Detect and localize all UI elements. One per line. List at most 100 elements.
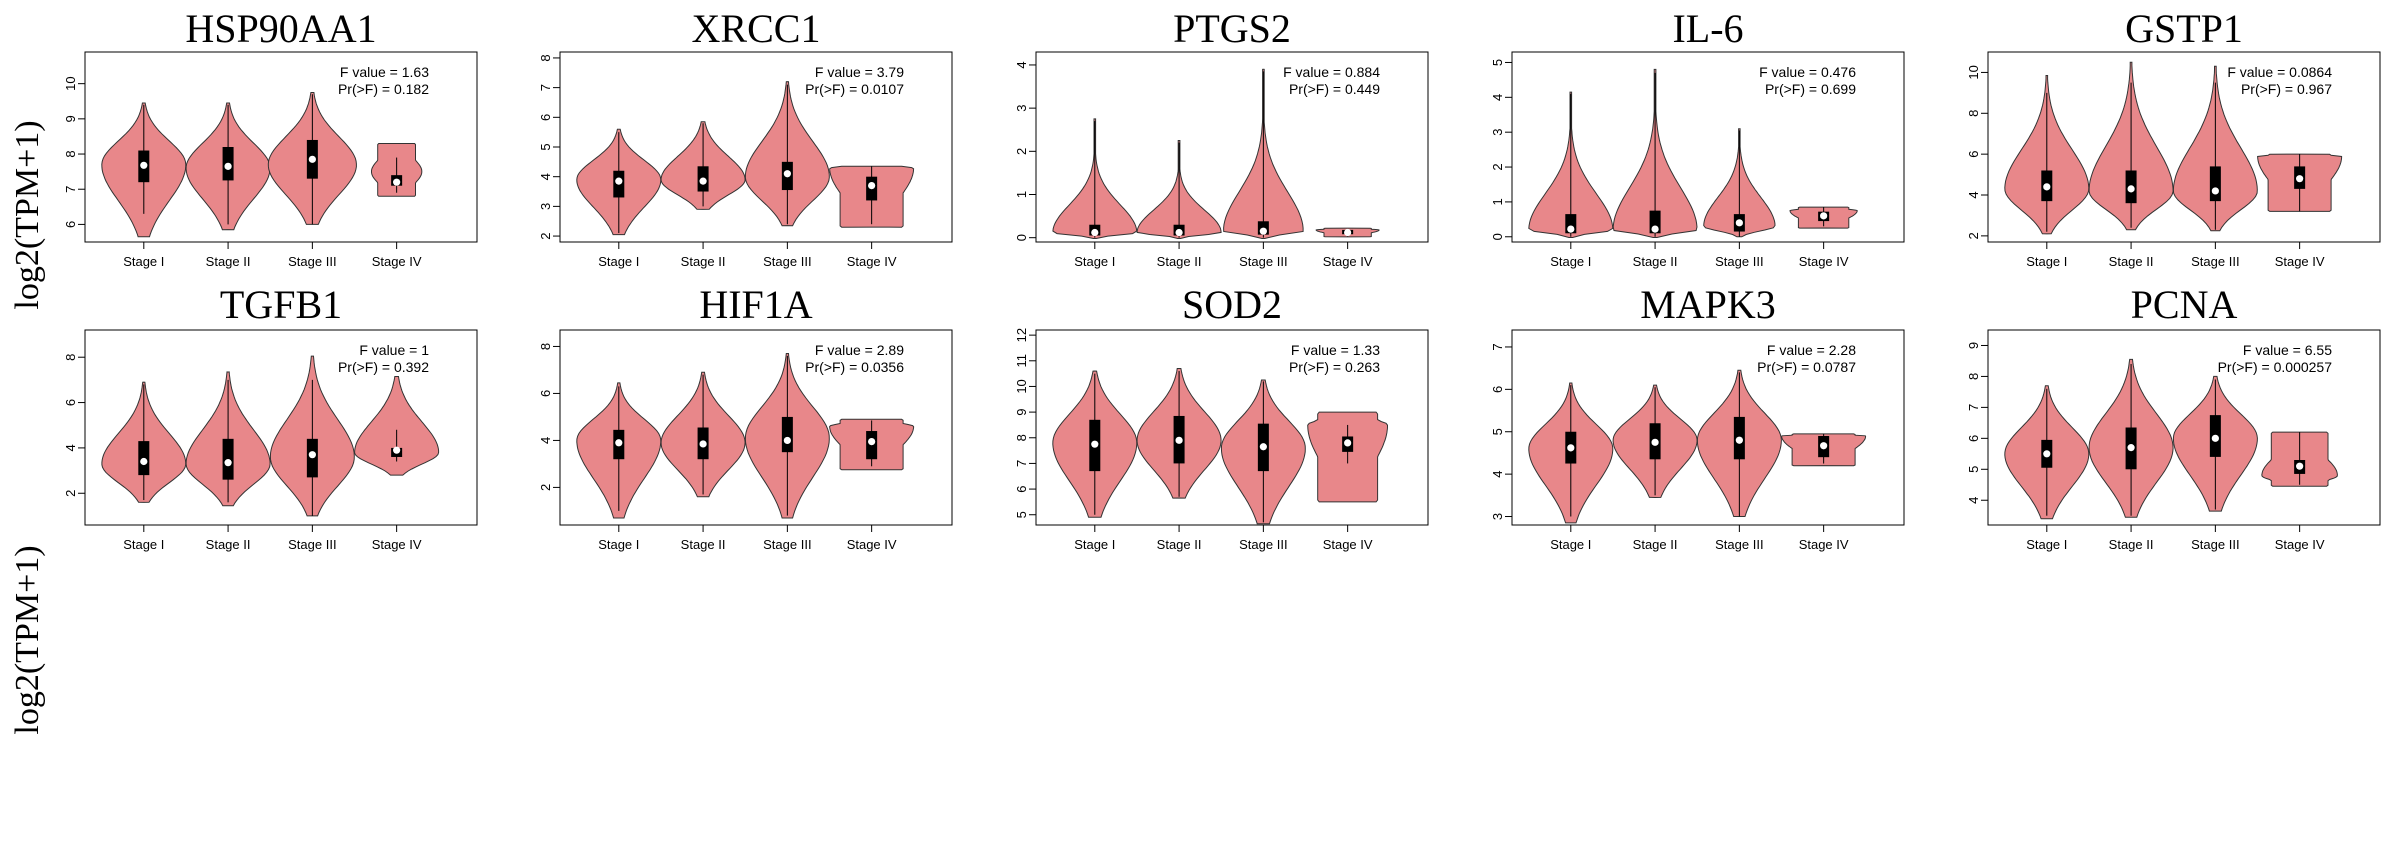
y-tick-label: 6: [63, 221, 78, 228]
violin-median-dot: [1344, 228, 1352, 237]
f-value-label: F value = 1.33: [1291, 342, 1380, 358]
plot-frame: [1987, 329, 2381, 526]
y-tick-label: 8: [1014, 434, 1029, 441]
x-tick-label: Stage III: [1715, 254, 1763, 269]
y-tick-label: 11: [1014, 354, 1029, 368]
p-value-label: Pr(>F) = 0.0107: [805, 81, 904, 97]
p-value-label: Pr(>F) = 0.263: [1289, 359, 1380, 375]
y-tick-label: 2: [1966, 232, 1981, 239]
violin-median-dot: [615, 177, 623, 185]
x-tick-label: Stage IV: [1323, 254, 1373, 269]
y-tick-label: 3: [1014, 105, 1029, 112]
y-tick-label: 6: [1966, 151, 1981, 158]
x-tick-label: Stage III: [288, 254, 336, 269]
p-value-label: Pr(>F) = 0.000257: [2218, 359, 2333, 375]
x-tick-label: Stage II: [681, 537, 726, 552]
p-value-label: Pr(>F) = 0.392: [338, 359, 429, 375]
y-tick-label: 8: [538, 54, 553, 61]
y-tick-label: 2: [63, 490, 78, 497]
violin-median-dot: [140, 457, 148, 466]
y-tick-label: 2: [538, 232, 553, 239]
x-tick-label: Stage IV: [1799, 254, 1849, 269]
y-tick-label: 10: [63, 76, 78, 90]
x-tick-label: Stage I: [1074, 254, 1115, 269]
y-tick-label: 2: [1014, 148, 1029, 155]
x-tick-label: Stage III: [1715, 537, 1763, 552]
y-axis-label-row1: log2(TPM+1): [9, 120, 46, 309]
x-tick-label: Stage III: [1239, 254, 1287, 269]
y-tick-label: 6: [1014, 485, 1029, 492]
violin-median-dot: [2211, 187, 2219, 195]
y-tick-label: 9: [1966, 342, 1981, 349]
plot-frame: [1511, 51, 1905, 243]
y-tick-label: 8: [1966, 373, 1981, 380]
y-tick-label: 7: [1014, 460, 1029, 467]
x-tick-label: Stage IV: [372, 254, 422, 269]
violin-median-dot: [615, 439, 623, 447]
chart-title: HIF1A: [699, 282, 812, 327]
violin-median-dot: [393, 178, 401, 186]
x-tick-label: Stage I: [2026, 254, 2067, 269]
plot-frame: [1035, 51, 1429, 243]
y-tick-label: 4: [538, 437, 553, 444]
violin-median-dot: [1091, 440, 1099, 448]
x-tick-label: Stage III: [763, 254, 811, 269]
violin-median-dot: [393, 446, 401, 454]
violin-median-dot: [224, 162, 232, 170]
x-tick-label: Stage IV: [1799, 537, 1849, 552]
violin-median-dot: [783, 436, 791, 445]
p-value-label: Pr(>F) = 0.449: [1289, 81, 1380, 97]
x-tick-label: Stage IV: [2275, 537, 2325, 552]
violin-median-dot: [699, 440, 707, 448]
p-value-label: Pr(>F) = 0.0787: [1757, 359, 1856, 375]
violin-median-dot: [1651, 225, 1659, 233]
chart-title: HSP90AA1: [185, 6, 376, 51]
x-tick-label: Stage I: [123, 254, 164, 269]
x-tick-label: Stage II: [1157, 537, 1202, 552]
x-tick-label: Stage II: [206, 537, 251, 552]
plot-frame: [559, 329, 953, 526]
f-value-label: F value = 0.0864: [2227, 64, 2332, 80]
violin-iqr-box: [781, 416, 793, 453]
x-tick-label: Stage III: [288, 537, 336, 552]
y-tick-label: 4: [1014, 61, 1029, 68]
violin-median-dot: [2127, 444, 2135, 452]
x-tick-label: Stage III: [2191, 537, 2239, 552]
violin-median-dot: [1567, 444, 1575, 452]
y-axis-label-row2: log2(TPM+1): [9, 545, 46, 734]
violin-median-dot: [2043, 450, 2051, 458]
f-value-label: F value = 0.884: [1283, 64, 1380, 80]
y-tick-label: 8: [538, 343, 553, 350]
y-tick-label: 1: [1490, 198, 1505, 205]
y-tick-label: 4: [1966, 497, 1981, 504]
chart-title: TGFB1: [220, 282, 342, 327]
violin-median-dot: [1820, 212, 1828, 220]
x-tick-label: Stage IV: [847, 254, 897, 269]
violin-iqr-box: [1565, 214, 1577, 234]
x-tick-label: Stage I: [598, 537, 639, 552]
violin-median-dot: [308, 155, 316, 163]
f-value-label: F value = 6.55: [2243, 342, 2332, 358]
violin-median-dot: [308, 451, 316, 459]
y-tick-label: 8: [63, 150, 78, 157]
f-value-label: F value = 3.79: [815, 64, 904, 80]
y-tick-label: 1: [1014, 191, 1029, 198]
x-tick-label: Stage I: [598, 254, 639, 269]
y-tick-label: 6: [63, 399, 78, 406]
x-tick-label: Stage III: [763, 537, 811, 552]
violin-median-dot: [2296, 462, 2304, 470]
x-tick-label: Stage IV: [372, 537, 422, 552]
plot-frame: [1035, 329, 1429, 526]
violin-median-dot: [1567, 225, 1575, 233]
violin-median-dot: [2043, 183, 2051, 191]
y-tick-label: 0: [1014, 234, 1029, 241]
violin-median-dot: [1820, 442, 1828, 450]
y-tick-label: 0: [1490, 233, 1505, 240]
